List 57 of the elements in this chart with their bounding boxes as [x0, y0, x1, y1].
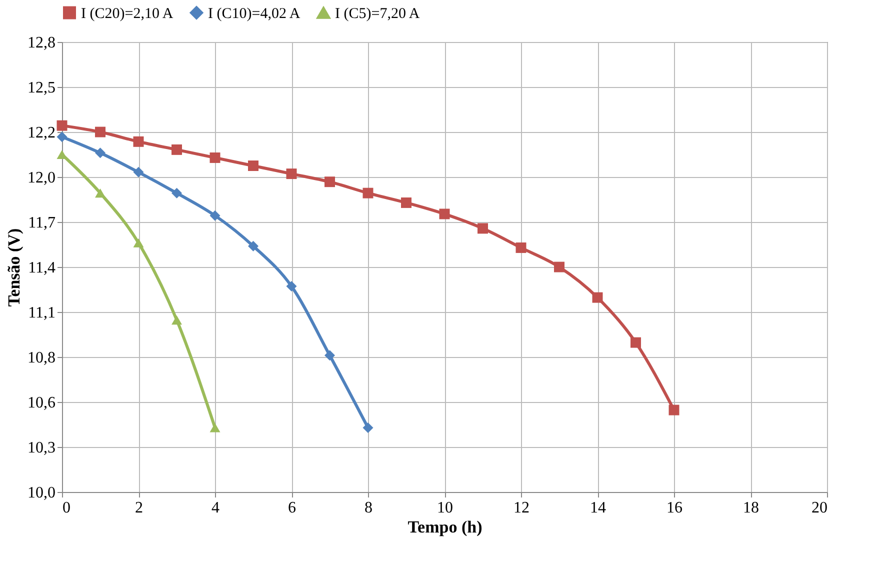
- point: [554, 262, 564, 272]
- x-tick-label: 0: [62, 500, 70, 516]
- y-tick-label: 12,5: [28, 80, 56, 96]
- x-tick-label: 20: [812, 500, 828, 516]
- point: [248, 240, 258, 252]
- y-tick-label: 12,0: [28, 170, 56, 186]
- y-tick-label: 12,2: [28, 124, 56, 142]
- x-tick-label: 10: [437, 500, 453, 516]
- x-tick-label: 4: [212, 500, 220, 516]
- point: [133, 238, 144, 248]
- x-tick-label: 8: [364, 500, 372, 516]
- x-axis-title: Tempo (h): [408, 518, 482, 536]
- y-tick-label: 12,8: [28, 34, 56, 52]
- x-tick-label: 6: [288, 500, 296, 516]
- y-tick-label: 10,3: [28, 440, 56, 456]
- point: [362, 422, 374, 433]
- point: [133, 136, 144, 147]
- point: [286, 168, 297, 180]
- legend-label: I (C5)=7,20 A: [335, 6, 420, 22]
- y-tick-label: 10,6: [28, 394, 56, 412]
- y-tick-label: 11,1: [28, 304, 56, 322]
- point: [95, 126, 106, 138]
- point: [516, 242, 526, 253]
- point: [630, 337, 641, 348]
- point: [95, 188, 106, 198]
- legend-label: I (C20)=2,10 A: [81, 6, 174, 22]
- y-axis-title: Tensão (V): [4, 228, 24, 307]
- x-tick-label: 16: [666, 500, 682, 516]
- point: [439, 208, 450, 220]
- point: [324, 350, 335, 361]
- point: [286, 281, 297, 292]
- point: [592, 292, 603, 303]
- point: [172, 188, 182, 198]
- y-tick-label: 11,4: [28, 260, 56, 276]
- point: [172, 144, 182, 155]
- point: [362, 188, 374, 198]
- point: [210, 423, 220, 432]
- point: [56, 120, 68, 131]
- y-tick-label: 10,0: [28, 484, 56, 502]
- x-tick-label: 12: [514, 500, 530, 516]
- point: [95, 148, 106, 158]
- y-tick-label: 11,7: [28, 214, 56, 232]
- point: [210, 152, 220, 163]
- y-tick-label: 10,8: [28, 350, 56, 366]
- point: [133, 166, 144, 178]
- point: [210, 210, 220, 221]
- point: [668, 404, 680, 416]
- x-tick-label: 2: [135, 500, 143, 516]
- point: [478, 223, 488, 234]
- x-tick-label: 14: [590, 500, 606, 516]
- point: [172, 315, 182, 325]
- point: [401, 197, 412, 208]
- point: [56, 132, 68, 142]
- point: [248, 160, 258, 171]
- point: [324, 176, 335, 188]
- x-tick-label: 18: [743, 500, 759, 516]
- legend-label: I (C10)=4,02 A: [208, 6, 300, 22]
